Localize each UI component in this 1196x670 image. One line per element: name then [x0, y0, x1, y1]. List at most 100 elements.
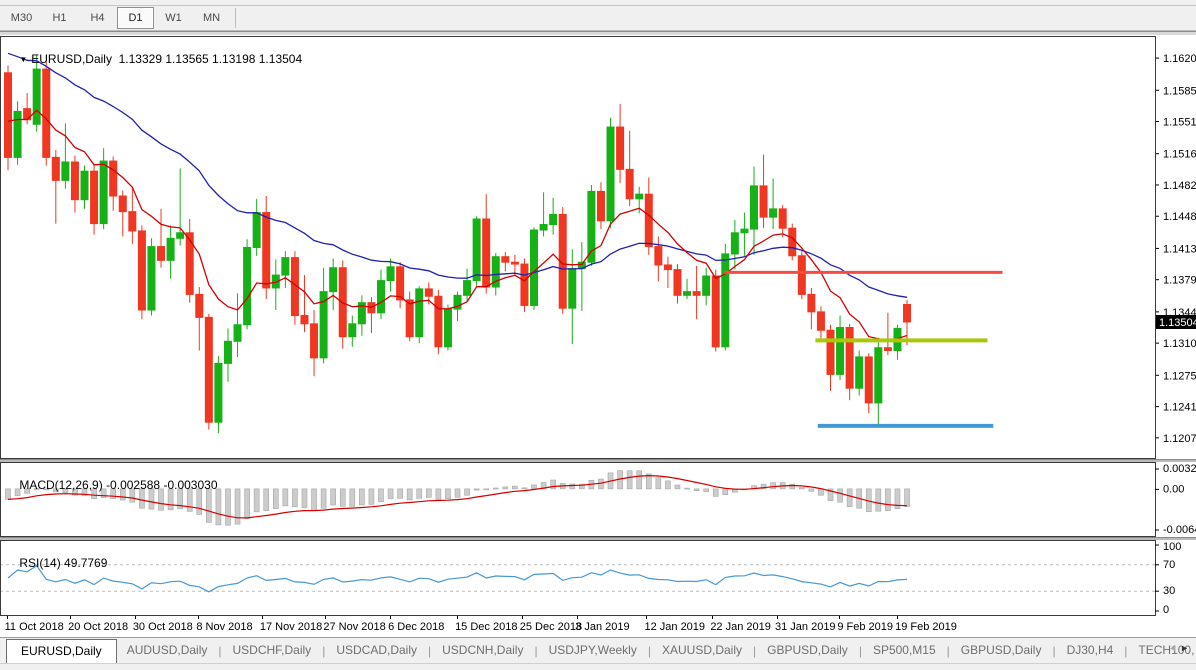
current-price-tag — [1156, 314, 1196, 329]
window-top-strip — [0, 0, 1196, 6]
tab-separator: | — [858, 643, 862, 658]
date-label: 9 Feb 2019 — [837, 621, 894, 633]
chart-tab-xauusd-daily[interactable]: XAUUSD,Daily — [661, 643, 742, 657]
date-label: 31 Jan 2019 — [775, 621, 836, 633]
chart-tab-bar: EURUSD,Daily AUDUSD,Daily | USDCHF,Daily | US… — [0, 638, 1196, 663]
date-tick — [521, 616, 523, 619]
date-tick — [839, 616, 841, 619]
date-label: 8 Nov 2018 — [196, 621, 253, 633]
timeframe-button-h4[interactable]: H4 — [90, 12, 105, 24]
date-tick — [70, 616, 72, 619]
tab-scroll-right-icon[interactable]: ► — [1180, 643, 1192, 653]
chart-tab-sp500-m15[interactable]: SP500,M15 — [872, 643, 936, 657]
chart-tab-usdcnh-daily[interactable]: USDCNH,Daily — [442, 643, 524, 657]
date-label: 11 Oct 2018 — [4, 621, 64, 633]
price-tick: 1.16200 — [1163, 53, 1196, 65]
price-tick: 1.12410 — [1163, 402, 1196, 414]
tab-separator: | — [428, 643, 432, 658]
price-tick: 1.13790 — [1163, 275, 1196, 287]
date-label: 17 Nov 2018 — [259, 621, 323, 633]
toolbar-separator — [235, 8, 236, 28]
chart-tab-audusd-daily[interactable]: AUDUSD,Daily — [126, 643, 208, 657]
date-label: 6 Dec 2018 — [388, 621, 445, 633]
date-label: 15 Dec 2018 — [455, 621, 518, 633]
date-label: 25 Dec 2018 — [519, 621, 583, 633]
tab-separator: | — [647, 643, 651, 658]
ma-fast-line — [7, 109, 908, 342]
price-tick: 1.14480 — [1163, 211, 1196, 223]
chart-tab-eurusd-daily[interactable]: EURUSD,Daily — [6, 638, 117, 663]
rsi-pane[interactable]: 100 70 30 0 RSI(14) 49.7769 — [0, 540, 1196, 616]
price-tick: 1.12750 — [1163, 370, 1196, 382]
date-label: 19 Feb 2019 — [895, 621, 957, 633]
tab-separator: | — [322, 643, 326, 658]
date-label: 12 Jan 2019 — [644, 621, 706, 633]
rsi-axis-label: 100 — [1163, 541, 1181, 553]
date-tick — [261, 616, 263, 619]
macd-histogram — [5, 470, 910, 526]
macd-canvas[interactable]: 0.003216 0.00 -0.006485 — [0, 462, 1196, 537]
date-tick — [777, 616, 778, 619]
ma-slow-line — [7, 52, 908, 298]
macd-axis-label: 0.00 — [1163, 483, 1184, 495]
macd-axis-label: 0.003216 — [1163, 463, 1196, 475]
tab-separator: | — [218, 643, 222, 658]
status-strip — [0, 663, 1196, 670]
timeframe-button-d1[interactable]: D1 — [117, 7, 154, 29]
date-label: 22 Jan 2019 — [710, 621, 771, 633]
date-tick — [134, 616, 136, 619]
tab-separator: | — [946, 643, 950, 658]
chart-tab-tech100-[interactable]: TECH100, — [1138, 643, 1195, 657]
macd-pane[interactable]: 0.0032160.00-0.006485 MACD(12,26,9) -0.0… — [0, 462, 1196, 537]
main-chart-canvas[interactable]: 1.16200 1.15850 1.15510 1.15160 1.14820 1.144… — [0, 36, 1196, 459]
price-tick: 1.13100 — [1163, 338, 1196, 350]
tab-scroll-left-icon[interactable]: ◄ — [1168, 643, 1181, 653]
price-tick: 1.15850 — [1163, 85, 1196, 97]
tab-separator: | — [753, 643, 757, 658]
macd-axis-label: -0.006485 — [1163, 524, 1196, 536]
candlestick-series — [4, 54, 912, 434]
window-divider — [0, 31, 1196, 36]
main-chart-pane[interactable]: 1.16200 1.15850 1.15510 1.15160 1.14820 1.144… — [0, 36, 1196, 459]
date-tick — [390, 616, 392, 619]
chart-tab-gbpusd-daily[interactable]: GBPUSD,Daily — [767, 643, 848, 657]
timeframe-button-mn[interactable]: MN — [202, 12, 221, 24]
date-label: 30 Oct 2018 — [132, 621, 193, 633]
date-label: 27 Nov 2018 — [323, 621, 386, 633]
macd-signal-line — [7, 474, 908, 519]
chart-tab-usdjpy-weekly[interactable]: USDJPY,Weekly — [548, 643, 637, 657]
rsi-axis-label: 0 — [1163, 604, 1169, 616]
pane-separator[interactable] — [0, 537, 1196, 540]
tab-separator: | — [534, 643, 538, 658]
timeframe-button-w1[interactable]: W1 — [165, 12, 182, 24]
pane-separator[interactable] — [0, 459, 1196, 462]
date-tick — [646, 616, 648, 619]
tab-separator: | — [1124, 643, 1128, 658]
chart-tab-usdchf-daily[interactable]: USDCHF,Daily — [232, 643, 312, 657]
date-tick — [198, 616, 200, 619]
date-label: 20 Oct 2018 — [68, 621, 129, 633]
timeframe-toolbar: M30 H1 H4 D1 W1 MN — [0, 6, 1196, 31]
date-tick — [325, 616, 327, 619]
chart-tab-usdcad-daily[interactable]: USDCAD,Daily — [336, 643, 417, 657]
rsi-axis-label: 70 — [1163, 559, 1175, 571]
timeframe-button-m30[interactable]: M30 — [10, 12, 33, 24]
rsi-canvas[interactable]: 100 70 30 0 — [0, 540, 1196, 616]
timeframe-button-h1[interactable]: H1 — [52, 12, 67, 24]
chart-tab-dj30-h4[interactable]: DJ30,H4 — [1066, 643, 1114, 657]
date-tick — [712, 616, 714, 619]
current-price-tag-text: 1.13504 — [1159, 317, 1196, 329]
chart-tab-gbpusd-daily[interactable]: GBPUSD,Daily — [960, 643, 1042, 657]
date-tick — [577, 616, 579, 619]
price-tick: 1.15160 — [1163, 149, 1196, 161]
tab-scroll-arrows[interactable]: ◄► — [1168, 643, 1192, 653]
price-tick: 1.14820 — [1163, 180, 1196, 192]
date-label: 3 Jan 2019 — [575, 621, 630, 633]
date-tick — [457, 616, 459, 619]
price-tick: 1.15510 — [1163, 117, 1196, 129]
rsi-line — [7, 564, 908, 593]
price-tick: 1.12070 — [1163, 433, 1196, 445]
price-tick: 1.14130 — [1163, 243, 1196, 255]
date-axis[interactable]: 11 Oct 2018 20 Oct 2018 30 Oct 2018 8 Nov 2… — [0, 616, 1196, 638]
date-tick — [6, 616, 8, 619]
